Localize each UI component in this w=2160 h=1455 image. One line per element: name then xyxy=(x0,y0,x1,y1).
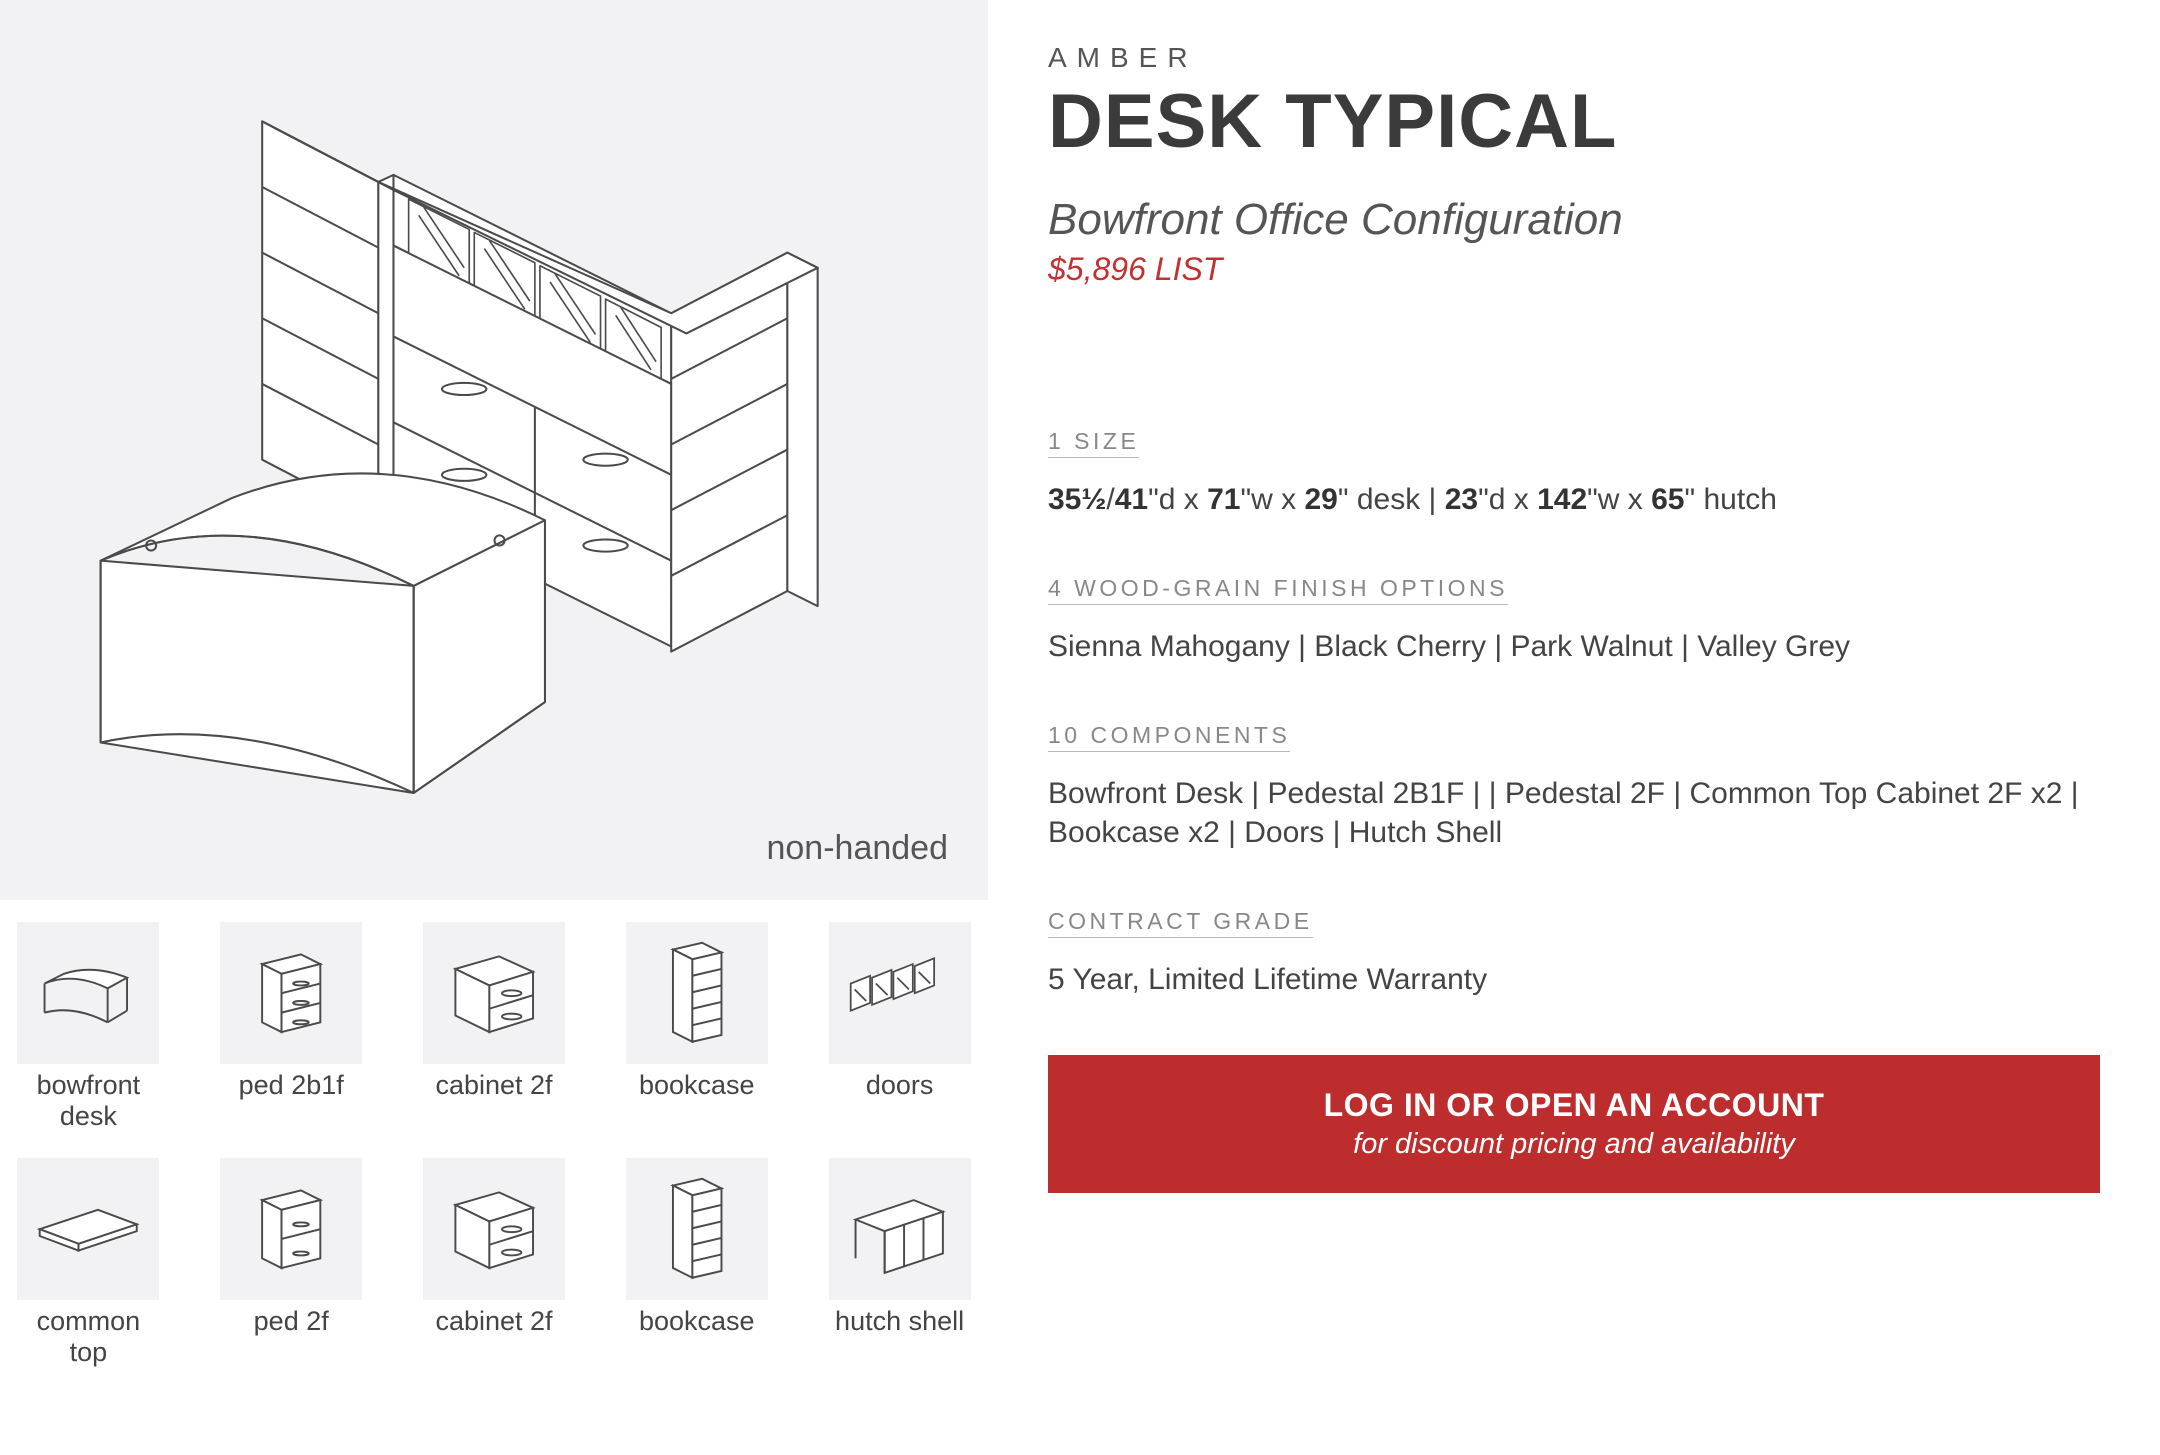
thumbnail-image xyxy=(423,922,565,1064)
thumbnail[interactable]: cabinet 2f xyxy=(406,922,583,1132)
finish-body: Sienna Mahogany | Black Cherry | Park Wa… xyxy=(1048,627,2100,666)
grade-body: 5 Year, Limited Lifetime Warranty xyxy=(1048,960,2100,999)
hero-caption: non-handed xyxy=(766,829,948,868)
thumbnail-label: ped 2f xyxy=(254,1306,329,1337)
cta-main-text: LOG IN OR OPEN AN ACCOUNT xyxy=(1068,1087,2080,1124)
thumbnail[interactable]: common top xyxy=(0,1158,177,1368)
thumbnail-label: bookcase xyxy=(639,1306,755,1337)
hero-lineart xyxy=(40,86,949,813)
thumbnail-image xyxy=(626,1158,768,1300)
finish-label: 4 WOOD-GRAIN FINISH OPTIONS xyxy=(1048,575,1508,605)
details-column: AMBER DESK TYPICAL Bowfront Office Confi… xyxy=(1048,0,2160,1368)
thumbnail[interactable]: bookcase xyxy=(608,1158,785,1368)
thumbnail-image xyxy=(220,1158,362,1300)
thumbnail-image xyxy=(423,1158,565,1300)
thumbnail[interactable]: bowfront desk xyxy=(0,922,177,1132)
product-subtitle: Bowfront Office Configuration xyxy=(1048,195,2100,245)
thumbnail-label: cabinet 2f xyxy=(435,1070,552,1101)
thumbnail[interactable]: bookcase xyxy=(608,922,785,1132)
thumbnail-label: ped 2b1f xyxy=(239,1070,344,1101)
gallery-column: non-handed bowfront desk ped 2b1f cabinet … xyxy=(0,0,988,1368)
components-body: Bowfront Desk | Pedestal 2B1F | | Pedest… xyxy=(1048,774,2100,852)
thumbnail-label: bookcase xyxy=(639,1070,755,1101)
size-label: 1 SIZE xyxy=(1048,428,1139,458)
hero-image: non-handed xyxy=(0,0,988,900)
product-price: $5,896 LIST xyxy=(1048,251,2100,288)
thumbnail[interactable]: doors xyxy=(811,922,988,1132)
thumbnail-grid: bowfront desk ped 2b1f cabinet 2f bookcase d… xyxy=(0,922,988,1368)
thumbnail[interactable]: ped 2f xyxy=(203,1158,380,1368)
thumbnail[interactable]: cabinet 2f xyxy=(406,1158,583,1368)
thumbnail-image xyxy=(626,922,768,1064)
login-cta[interactable]: LOG IN OR OPEN AN ACCOUNT for discount p… xyxy=(1048,1055,2100,1193)
thumbnail-image xyxy=(17,922,159,1064)
thumbnail-image xyxy=(17,1158,159,1300)
thumbnail[interactable]: hutch shell xyxy=(811,1158,988,1368)
product-title: DESK TYPICAL xyxy=(1048,78,2100,165)
size-body: 35½/41"d x 71"w x 29" desk | 23"d x 142"… xyxy=(1048,480,2100,519)
thumbnail-label: common top xyxy=(37,1306,141,1368)
thumbnail-image xyxy=(829,1158,971,1300)
thumbnail-image xyxy=(220,922,362,1064)
thumbnail-label: hutch shell xyxy=(835,1306,964,1337)
components-label: 10 COMPONENTS xyxy=(1048,722,1290,752)
product-collection: AMBER xyxy=(1048,42,2100,74)
thumbnail-label: cabinet 2f xyxy=(435,1306,552,1337)
thumbnail-label: doors xyxy=(866,1070,934,1101)
cta-sub-text: for discount pricing and availability xyxy=(1068,1128,2080,1161)
thumbnail[interactable]: ped 2b1f xyxy=(203,922,380,1132)
thumbnail-label: bowfront desk xyxy=(37,1070,141,1132)
thumbnail-image xyxy=(829,922,971,1064)
product-page: non-handed bowfront desk ped 2b1f cabinet … xyxy=(0,0,2160,1368)
grade-label: CONTRACT GRADE xyxy=(1048,908,1313,938)
